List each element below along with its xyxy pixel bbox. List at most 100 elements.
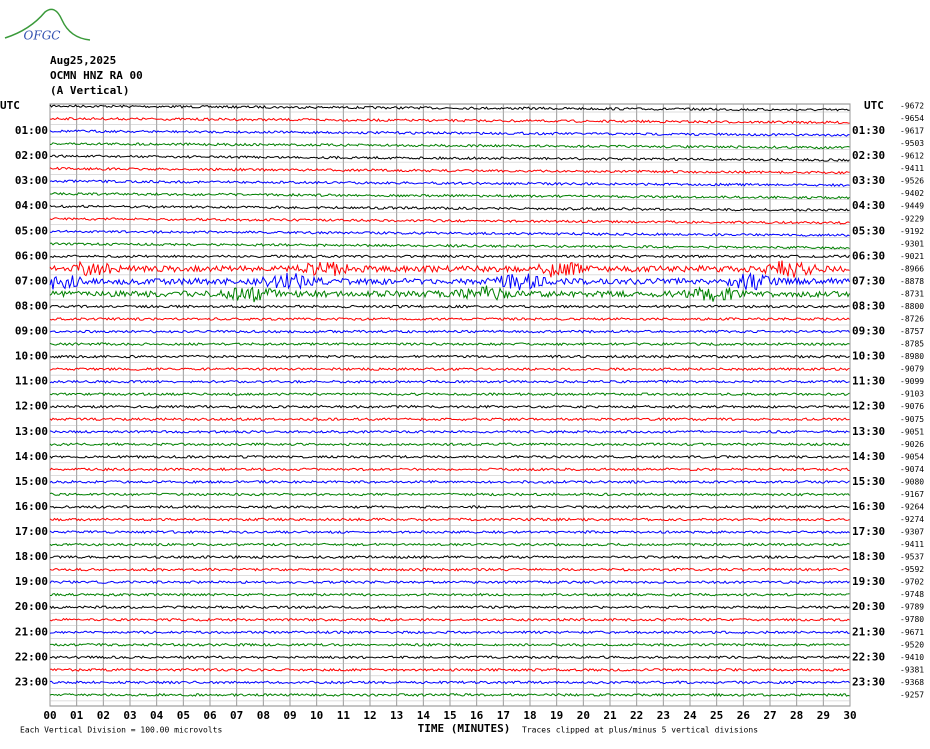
trace-offset: -8726: [900, 315, 924, 324]
right-hour-label: 12:30: [852, 400, 885, 413]
trace: [49, 429, 850, 434]
right-title: UTC: [864, 99, 884, 112]
x-tick-label: 25: [710, 709, 723, 722]
left-hour-label: 11:00: [15, 375, 48, 388]
trace: [49, 555, 850, 560]
trace: [49, 504, 850, 510]
trace: [49, 317, 850, 322]
x-tick-label: 02: [97, 709, 110, 722]
left-hour-label: 21:00: [15, 625, 48, 638]
trace: [49, 392, 850, 397]
trace-offset: -8878: [900, 277, 924, 286]
x-tick-label: 03: [123, 709, 136, 722]
trace-offset: -9274: [900, 515, 924, 524]
right-hour-label: 07:30: [852, 274, 885, 287]
right-hour-label: 02:30: [852, 149, 885, 162]
left-hour-label: 04:00: [15, 199, 48, 212]
right-hour-label: 15:30: [852, 475, 885, 488]
trace-offset: -9702: [900, 578, 924, 587]
trace-offset: -9079: [900, 365, 924, 374]
trace: [49, 417, 850, 422]
trace-offset: -9381: [900, 665, 924, 674]
x-tick-label: 14: [417, 709, 431, 722]
trace-offset: -9080: [900, 477, 924, 486]
trace-offset: -9075: [900, 415, 924, 424]
right-hour-label: 09:30: [852, 325, 885, 338]
trace-offset: -9411: [900, 164, 924, 173]
trace-offset: -9789: [900, 603, 924, 612]
x-tick-label: 17: [497, 709, 510, 722]
station: OCMN HNZ RA 00: [50, 69, 143, 82]
trace: [49, 442, 850, 447]
left-hour-label: 16:00: [15, 500, 48, 513]
right-hour-label: 21:30: [852, 625, 885, 638]
right-hour-label: 01:30: [852, 124, 885, 137]
trace: [49, 166, 850, 175]
trace-offset: -9051: [900, 427, 924, 436]
left-hour-label: 14:00: [15, 450, 48, 463]
x-tick-label: 16: [470, 709, 484, 722]
left-hour-label: 06:00: [15, 249, 48, 262]
trace: [49, 367, 850, 372]
x-tick-label: 07: [230, 709, 243, 722]
trace: [49, 580, 850, 585]
trace-offset: -9264: [900, 502, 924, 511]
trace-offset: -9537: [900, 553, 924, 562]
left-title: UTC: [0, 99, 20, 112]
left-hour-label: 12:00: [15, 400, 48, 413]
right-hour-label: 11:30: [852, 375, 885, 388]
trace: [49, 542, 850, 547]
left-hour-label: 17:00: [15, 525, 48, 538]
logo-curve: [4, 8, 91, 41]
trace-offset: -9411: [900, 540, 924, 549]
trace-offset: -8785: [900, 340, 924, 349]
right-hour-label: 19:30: [852, 575, 885, 588]
x-tick-label: 27: [763, 709, 776, 722]
trace: [49, 379, 850, 384]
trace: [49, 129, 850, 137]
trace: [49, 467, 850, 472]
trace: [49, 655, 850, 660]
trace-offset: -9671: [900, 628, 924, 637]
component: (A Vertical): [50, 84, 129, 97]
trace: [50, 642, 850, 647]
trace: [49, 692, 850, 697]
trace: [49, 342, 850, 347]
right-hour-label: 23:30: [852, 675, 885, 688]
trace-offset: -9654: [900, 114, 924, 123]
right-hour-label: 14:30: [852, 450, 885, 463]
trace-offset: -8980: [900, 352, 924, 361]
trace: [49, 517, 850, 522]
trace-offset: -9402: [900, 189, 924, 198]
trace-offset: -9103: [900, 390, 924, 399]
x-tick-label: 23: [657, 709, 670, 722]
trace: [49, 104, 850, 112]
x-tick-label: 10: [310, 709, 323, 722]
x-tick-label: 12: [363, 709, 376, 722]
trace: [49, 630, 850, 635]
trace-offset: -9301: [900, 239, 924, 248]
right-hour-label: 22:30: [852, 650, 885, 663]
trace: [49, 492, 850, 497]
trace-offset: -8966: [900, 264, 924, 273]
left-hour-label: 22:00: [15, 650, 48, 663]
x-tick-label: 22: [630, 709, 643, 722]
trace-offset: -9449: [900, 202, 924, 211]
trace-offset: -9368: [900, 678, 924, 687]
trace: [49, 142, 850, 150]
left-hour-label: 19:00: [15, 575, 48, 588]
trace: [49, 204, 850, 212]
left-hour-label: 13:00: [15, 425, 48, 438]
trace-offset: -9026: [900, 440, 924, 449]
scale-note: Each Vertical Division = 100.00 microvol…: [20, 726, 222, 735]
trace-offset: -9167: [900, 490, 924, 499]
x-label: TIME (MINUTES): [418, 722, 511, 735]
right-hour-label: 10:30: [852, 350, 885, 363]
x-tick-label: 00: [43, 709, 56, 722]
x-tick-label: 28: [790, 709, 803, 722]
trace-offset: -9099: [900, 377, 924, 386]
trace: [50, 592, 850, 597]
trace-offset: -9672: [900, 102, 924, 111]
left-hour-label: 09:00: [15, 325, 48, 338]
